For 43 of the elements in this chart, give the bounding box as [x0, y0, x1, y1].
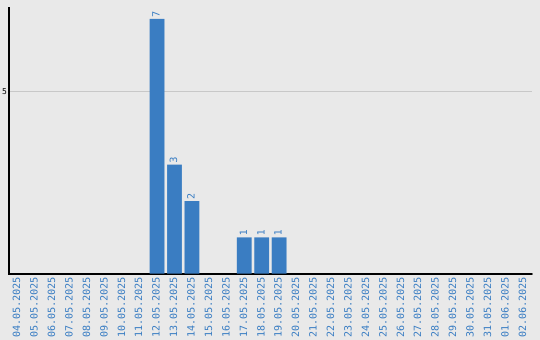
x-tick-label: 10.05.2025	[116, 276, 128, 338]
x-tick-label: 24.05.2025	[360, 276, 372, 338]
data-label: 1	[256, 229, 268, 236]
x-tick-label: 19.05.2025	[274, 276, 285, 338]
x-tick-label: 06.05.2025	[47, 276, 58, 338]
y-tick-label: 5	[2, 86, 7, 96]
data-label: 1	[238, 229, 250, 236]
bar	[150, 18, 164, 274]
data-label: 7	[152, 10, 163, 17]
x-tick-label: 23.05.2025	[343, 276, 354, 338]
data-label: 2	[186, 192, 198, 199]
x-tick-label: 11.05.2025	[134, 276, 146, 338]
x-tick-label: 08.05.2025	[82, 276, 93, 338]
bar	[254, 237, 270, 274]
data-label: 1	[274, 229, 285, 236]
x-tick-label: 09.05.2025	[99, 276, 110, 338]
x-tick-label: 15.05.2025	[204, 276, 215, 338]
x-tick-label: 05.05.2025	[30, 276, 41, 338]
x-tick-label: 13.05.2025	[169, 276, 180, 338]
x-tick-label: 21.05.2025	[308, 276, 320, 338]
data-label: 3	[169, 156, 180, 163]
x-tick-label: 01.06.2025	[500, 276, 512, 338]
x-tick-label: 02.06.2025	[518, 276, 529, 338]
x-tick-label: 31.05.2025	[482, 276, 494, 338]
x-tick-label: 22.05.2025	[326, 276, 338, 338]
x-tick-label: 04.05.2025	[12, 276, 24, 338]
bar	[167, 164, 182, 274]
x-tick-label: 28.05.2025	[430, 276, 442, 338]
x-tick-label: 29.05.2025	[448, 276, 460, 338]
x-tick-label: 20.05.2025	[291, 276, 302, 338]
bar	[272, 237, 287, 274]
x-tick-label: 27.05.2025	[413, 276, 424, 338]
x-tick-label: 25.05.2025	[378, 276, 390, 338]
x-tick-label: 17.05.2025	[238, 276, 250, 338]
x-tick-label: 14.05.2025	[186, 276, 198, 338]
x-tick-label: 18.05.2025	[256, 276, 268, 338]
x-tick-label: 16.05.2025	[221, 276, 232, 338]
bar	[236, 237, 252, 274]
x-tick-label: 07.05.2025	[64, 276, 76, 338]
x-tick-label: 12.05.2025	[152, 276, 163, 338]
x-tick-label: 30.05.2025	[466, 276, 477, 338]
x-tick-label: 26.05.2025	[396, 276, 407, 338]
bar	[184, 200, 200, 274]
